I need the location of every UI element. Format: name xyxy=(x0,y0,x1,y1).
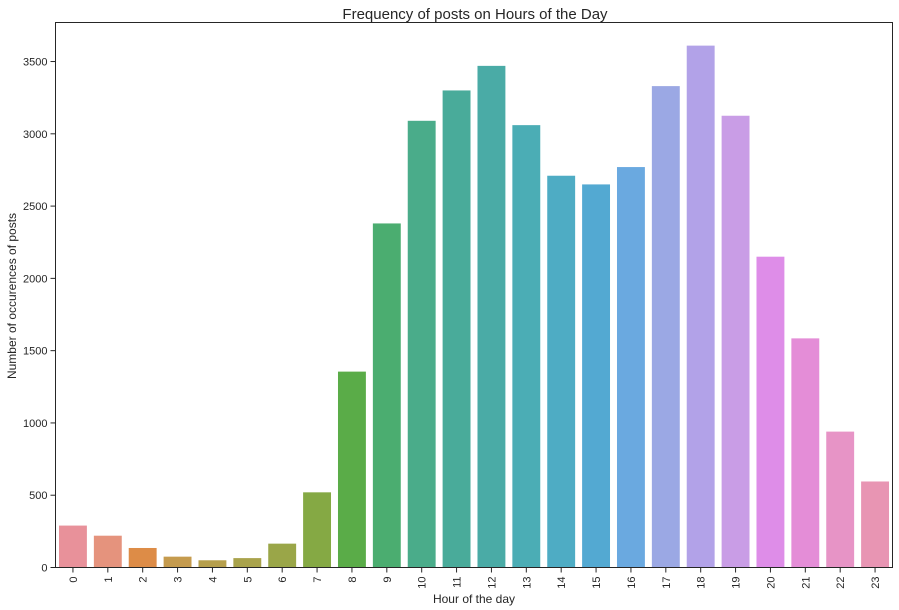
x-tick-label: 18 xyxy=(696,577,708,589)
bar-hour-16 xyxy=(616,167,645,568)
plot-frame xyxy=(55,22,893,568)
x-tick-label: 10 xyxy=(417,577,429,589)
x-tick-label: 3 xyxy=(173,577,185,583)
y-tick-label: 500 xyxy=(29,490,47,502)
y-tick-label: 3500 xyxy=(23,57,47,69)
bar-hour-20 xyxy=(756,256,785,568)
y-axis-label: Number of occurences of posts xyxy=(5,213,19,379)
x-tick-label: 15 xyxy=(591,577,603,589)
bar-hour-10 xyxy=(407,120,436,568)
x-tick-label: 11 xyxy=(452,577,464,588)
bar-hour-12 xyxy=(477,65,506,568)
bar-hour-15 xyxy=(582,184,611,568)
y-tick-label: 0 xyxy=(41,563,47,575)
bar-hour-17 xyxy=(651,86,680,568)
x-tick-label: 13 xyxy=(521,577,533,589)
x-tick-label: 22 xyxy=(835,577,847,589)
x-tick-label: 2 xyxy=(138,577,150,583)
bar-hour-22 xyxy=(826,431,855,568)
x-tick-label: 17 xyxy=(661,577,673,589)
bar-hour-7 xyxy=(303,492,332,568)
x-tick-label: 4 xyxy=(207,577,219,583)
y-tick-label: 2500 xyxy=(23,201,47,213)
bar-hour-13 xyxy=(512,125,541,568)
y-tick-label: 2000 xyxy=(23,273,47,285)
bar-hour-21 xyxy=(791,338,820,568)
y-tick-label: 1500 xyxy=(23,346,47,358)
y-axis: 0 500 1000 1500 2000 2500 3000 3500 xyxy=(23,57,56,575)
bar-hour-19 xyxy=(721,115,750,568)
bar-hour-4 xyxy=(198,560,227,568)
x-axis: 0 1 2 3 4 5 6 7 8 9 10 11 12 13 14 15 16 17 18 19 20 21 22 23 xyxy=(68,567,882,589)
x-tick-label: 21 xyxy=(800,577,812,589)
bar-series xyxy=(58,45,890,568)
bar-hour-18 xyxy=(686,45,715,568)
x-tick-label: 12 xyxy=(486,577,498,589)
bar-hour-8 xyxy=(337,371,366,568)
x-tick-label: 20 xyxy=(765,577,777,589)
x-tick-label: 14 xyxy=(556,577,568,589)
bar-hour-14 xyxy=(547,175,576,568)
bar-hour-23 xyxy=(861,481,890,568)
x-tick-label: 7 xyxy=(312,577,324,583)
x-tick-label: 19 xyxy=(731,577,743,589)
bar-hour-2 xyxy=(128,547,157,568)
bar-hour-11 xyxy=(442,90,471,568)
bar-hour-6 xyxy=(268,543,297,568)
x-tick-label: 5 xyxy=(242,577,254,583)
y-tick-label: 1000 xyxy=(23,418,47,430)
x-tick-label: 1 xyxy=(103,577,115,583)
x-tick-label: 9 xyxy=(382,577,394,583)
x-tick-label: 6 xyxy=(277,577,289,583)
bar-hour-0 xyxy=(58,525,87,568)
bar-hour-9 xyxy=(372,223,401,568)
x-tick-label: 0 xyxy=(68,577,80,583)
bar-hour-5 xyxy=(233,558,262,568)
x-tick-label: 8 xyxy=(347,577,359,583)
bar-hour-1 xyxy=(93,535,122,568)
x-tick-label: 23 xyxy=(870,577,882,589)
bar-hour-3 xyxy=(163,556,192,568)
chart-title: Frequency of posts on Hours of the Day xyxy=(342,6,608,23)
x-tick-label: 16 xyxy=(626,577,638,589)
x-axis-label: Hour of the day xyxy=(433,592,515,606)
y-tick-label: 3000 xyxy=(23,129,47,141)
